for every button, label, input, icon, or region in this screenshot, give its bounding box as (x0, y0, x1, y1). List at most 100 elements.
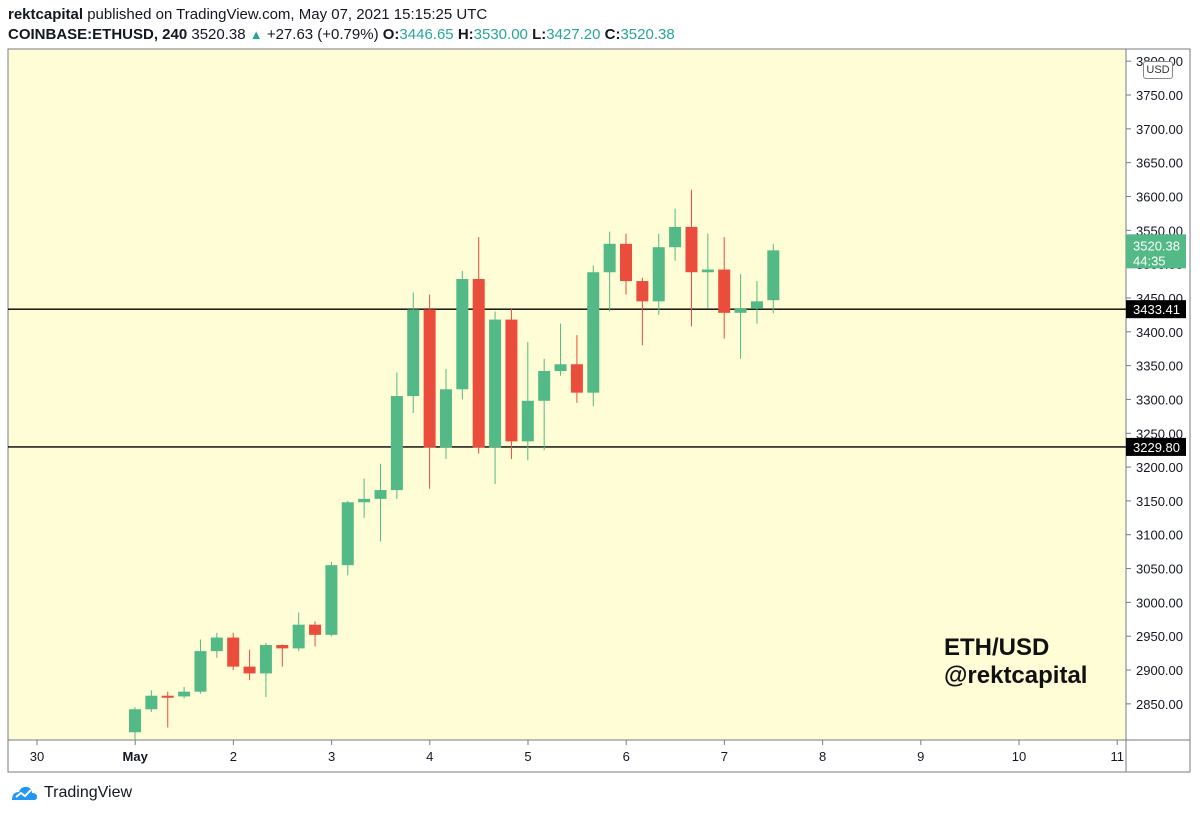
y-tick-label: 3600.00 (1136, 189, 1183, 204)
candle-body-down (620, 243, 633, 282)
candle-body-down (309, 624, 322, 635)
candle-body-up (554, 364, 567, 372)
candle-body-up (341, 502, 354, 566)
bar-countdown-label: 44:35 (1133, 253, 1166, 268)
candle-body-down (505, 319, 518, 442)
x-tick-label: 6 (623, 749, 630, 764)
y-tick-label: 2850.00 (1136, 697, 1183, 712)
candle-body-down (570, 364, 583, 393)
y-tick-label: 3300.00 (1136, 392, 1183, 407)
y-tick-label: 3150.00 (1136, 494, 1183, 509)
candle-body-up (767, 250, 780, 301)
symbol-label[interactable]: COINBASE:ETHUSD, 240 (8, 26, 188, 43)
watermark-line-2: @rektcapital (944, 662, 1088, 689)
x-tick-label: 10 (1012, 749, 1026, 764)
level-price-tag (1126, 437, 1186, 456)
y-tick-label: 2950.00 (1136, 629, 1183, 644)
candle-body-up (407, 309, 420, 397)
open-value: 3446.65 (399, 26, 454, 43)
high-label: H: (457, 26, 474, 43)
y-tick-label: 3700.00 (1136, 122, 1183, 137)
candle-body-up (145, 695, 158, 710)
x-tick-label: 9 (917, 749, 924, 764)
low-label: L: (532, 26, 547, 43)
high-value: 3530.00 (473, 26, 528, 43)
candle-body-down (685, 226, 698, 273)
candle-body-up (178, 691, 191, 697)
x-tick-label: 4 (426, 749, 433, 764)
candle-body-up (259, 644, 272, 674)
last-price-label: 3520.38 (1133, 238, 1180, 253)
candle-body-up (652, 247, 665, 302)
up-arrow-icon: ▲ (249, 27, 263, 42)
watermark-line-1: ETH/USD (944, 634, 1050, 661)
x-tick-label: 3 (328, 749, 335, 764)
candle-body-up (129, 709, 141, 733)
candle-body-up (194, 651, 207, 692)
ohlc-legend: COINBASE:ETHUSD, 240 3520.38 ▲ +27.63 (+… (8, 26, 675, 43)
close-label: C: (604, 26, 621, 43)
candle-body-down (227, 637, 240, 667)
x-tick-label: 30 (30, 749, 44, 764)
publish-text: published on TradingView.com, May 07, 20… (87, 6, 488, 23)
tradingview-logo-icon (12, 786, 37, 800)
close-value: 3520.38 (620, 26, 675, 43)
candle-body-up (734, 308, 747, 313)
candle-body-up (489, 319, 502, 448)
x-tick-label: May (123, 749, 149, 764)
price-change: +27.63 (+0.79%) (266, 26, 379, 43)
candle-body-down (718, 269, 731, 313)
y-tick-label: 3750.00 (1136, 88, 1183, 103)
y-tick-label: 3400.00 (1136, 325, 1183, 340)
candle-body-up (210, 637, 223, 652)
x-tick-label: 8 (819, 749, 826, 764)
currency-badge[interactable]: USD (1143, 61, 1173, 79)
candle-body-up (587, 272, 600, 393)
publish-info: rektcapital published on TradingView.com… (8, 6, 487, 23)
candle-body-down (636, 281, 649, 302)
y-tick-label: 3050.00 (1136, 562, 1183, 577)
candle-body-down (243, 666, 256, 674)
open-label: O: (382, 26, 400, 43)
candle-body-up (292, 624, 305, 649)
candle-body-down (276, 644, 289, 649)
price-scale-area (1126, 49, 1190, 740)
level-price-tag (1126, 300, 1186, 319)
y-tick-label: 3350.00 (1136, 359, 1183, 374)
y-tick-label: 3100.00 (1136, 528, 1183, 543)
candle-body-up (521, 400, 534, 442)
y-tick-label: 3650.00 (1136, 156, 1183, 171)
y-tick-label: 3200.00 (1136, 460, 1183, 475)
candle-body-down (472, 279, 485, 448)
tradingview-brand[interactable]: TradingView (10, 784, 132, 802)
y-tick-label: 3000.00 (1136, 595, 1183, 610)
candle-body-up (374, 490, 387, 499)
candle-body-down (423, 309, 436, 448)
candle-body-up (603, 243, 616, 273)
x-tick-label: 11 (1110, 749, 1124, 764)
candle-body-up (538, 371, 551, 401)
y-tick-label: 3250.00 (1136, 426, 1183, 441)
candle-body-up (701, 269, 714, 273)
candle-body-up (750, 301, 763, 309)
candle-body-up (325, 565, 338, 635)
candle-body-up (358, 498, 371, 503)
candle-body-down (161, 695, 174, 698)
last-price: 3520.38 (191, 26, 246, 43)
brand-name: TradingView (44, 784, 133, 801)
candle-body-up (439, 389, 452, 448)
candle-body-up (390, 396, 403, 491)
level-price-label: 3433.41 (1133, 302, 1180, 317)
level-price-label: 3229.80 (1133, 440, 1180, 455)
x-tick-label: 7 (721, 749, 728, 764)
y-tick-label: 2900.00 (1136, 663, 1183, 678)
chart-frame (7, 48, 1191, 773)
x-tick-label: 2 (230, 749, 237, 764)
last-price-tag (1126, 234, 1186, 269)
author-name[interactable]: rektcapital (8, 6, 84, 23)
plot-area (8, 49, 1126, 740)
chart-watermark: ETH/USD @rektcapital (944, 634, 1087, 690)
candle-body-up (456, 279, 469, 390)
candle-body-up (669, 226, 682, 248)
